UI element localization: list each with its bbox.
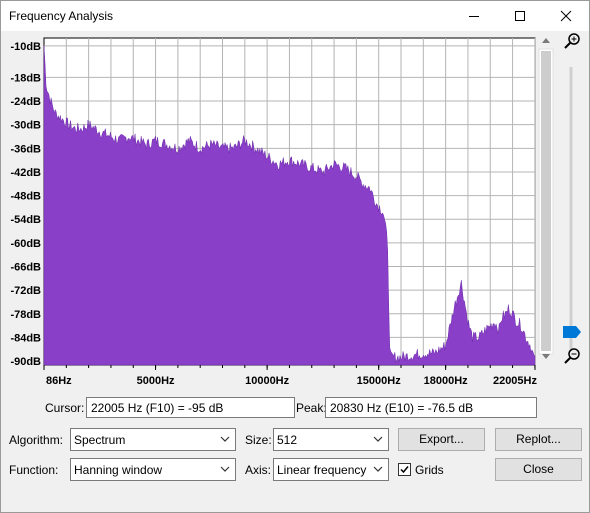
y-tick-label: -42dB [10,167,41,179]
x-tick-label: 15000Hz [357,375,402,387]
cursor-readout: 22005 Hz (F10) = -95 dB [86,397,295,418]
y-tick-label: -18dB [10,72,41,84]
function-label: Function: [9,463,59,477]
x-tick-label: 86Hz [46,375,72,387]
y-tick-label: -72dB [10,285,41,297]
zoom-slider-thumb[interactable] [563,326,581,338]
function-select[interactable]: Hanning window [70,458,236,481]
close-icon [560,10,572,22]
zoom-out-icon[interactable] [564,348,580,364]
zoom-in-icon[interactable] [564,33,580,49]
plot-area: -10dB -18dB -24dB -30dB -36dB -42dB -48dB -54dB… [1,31,589,391]
spectrum-chart[interactable]: -10dB -18dB -24dB -30dB -36dB -42dB -48dB -54dB… [1,31,589,391]
chevron-down-icon [220,466,230,472]
x-axis: 86Hz 5000Hz 10000Hz 15000Hz 18000Hz 22005Hz [43,365,538,387]
algorithm-value: Spectrum [74,433,126,447]
y-tick-label: -60dB [10,238,41,250]
y-tick-label: -24dB [10,96,41,108]
grids-checkbox[interactable] [398,463,411,476]
size-select[interactable]: 512 [273,428,389,451]
size-label: Size: [245,433,272,447]
x-tick-label: 5000Hz [137,375,175,387]
grids-label: Grids [415,463,444,477]
replot-button[interactable]: Replot... [495,428,582,451]
x-tick-label: 10000Hz [245,375,290,387]
checkmark-icon [400,466,409,474]
y-tick-label: -66dB [10,262,41,274]
peak-readout: 20830 Hz (E10) = -76.5 dB [325,397,537,418]
window-title: Frequency Analysis [9,9,114,23]
function-value: Hanning window [74,463,163,477]
size-value: 512 [277,433,298,447]
close-button[interactable]: Close [495,458,582,481]
maximize-icon [515,11,525,21]
y-tick-label: -10dB [10,41,41,53]
axis-value: Linear frequency [277,463,367,477]
minimize-icon [469,16,479,17]
chevron-down-icon [373,436,383,442]
chevron-down-icon [220,436,230,442]
scroll-down-arrow-icon[interactable] [542,354,550,359]
y-tick-label: -48dB [10,191,41,203]
close-window-button[interactable] [543,1,589,31]
x-tick-label: 18000Hz [424,375,469,387]
scroll-up-arrow-icon[interactable] [542,38,550,43]
y-tick-label: -36dB [10,143,41,155]
peak-label: Peak: [296,401,327,415]
axis-select[interactable]: Linear frequency [273,458,389,481]
cursor-label: Cursor: [45,401,85,415]
y-tick-label: -84dB [10,332,41,344]
y-axis: -10dB -18dB -24dB -30dB -36dB -42dB -48dB -54dB… [10,41,41,368]
minimize-button[interactable] [451,1,497,31]
spectrum-area [43,45,536,366]
maximize-button[interactable] [497,1,543,31]
axis-label: Axis: [245,463,272,477]
export-button[interactable]: Export... [398,428,485,451]
y-tick-label: -90dB [10,356,41,368]
algorithm-label: Algorithm: [9,433,64,447]
scrollbar-thumb[interactable] [541,51,551,351]
chevron-down-icon [373,466,383,472]
x-tick-label: 22005Hz [493,375,538,387]
y-tick-label: -78dB [10,309,41,321]
y-tick-label: -54dB [10,214,41,226]
algorithm-select[interactable]: Spectrum [70,428,236,451]
title-bar: Frequency Analysis [1,1,589,31]
y-tick-label: -30dB [10,120,41,132]
